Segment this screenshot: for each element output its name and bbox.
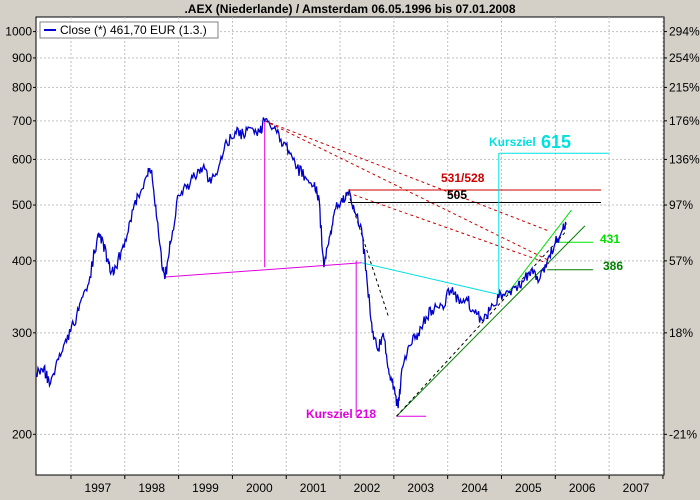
x-tick-label: 1998	[138, 481, 165, 495]
plot-area	[35, 16, 665, 476]
legend-label: Close (*) 461,70 EUR (1.3.)	[60, 23, 207, 37]
kursziel-218-label: Kursziel 218	[306, 407, 376, 421]
y-right-tick-label: -21%	[669, 427, 697, 441]
target-531-528-label: 531/528	[441, 171, 485, 185]
x-tick-label: 2004	[461, 481, 488, 495]
grid	[36, 17, 664, 475]
x-tick-label: 2000	[246, 481, 273, 495]
legend-box: Close (*) 461,70 EUR (1.3.)	[39, 21, 219, 39]
kursziel-top-label: Kursziel	[489, 135, 536, 149]
trendline	[165, 262, 362, 278]
support-431-label: 431	[600, 232, 620, 246]
x-tick-label: 2001	[300, 481, 327, 495]
y-tick-label: 800	[12, 80, 32, 94]
y-tick-label: 900	[12, 51, 32, 65]
y-axis-right: 294% 254% 215% 176% 136% 97% 57% 18% -21%	[664, 25, 700, 441]
x-tick-label: 2005	[515, 481, 542, 495]
y-tick-label: 300	[12, 326, 32, 340]
y-right-tick-label: 294%	[669, 25, 700, 39]
y-right-tick-label: 136%	[669, 152, 700, 166]
x-tick-label: 2006	[569, 481, 596, 495]
trendline	[264, 120, 551, 262]
x-tick-label: 2007	[623, 481, 650, 495]
y-right-tick-label: 254%	[669, 51, 700, 65]
chart-title: .AEX (Niederlande) / Amsterdam 06.05.199…	[184, 2, 515, 16]
y-right-tick-label: 18%	[669, 326, 693, 340]
x-tick-label: 1999	[192, 481, 219, 495]
target-505-label: 505	[447, 188, 467, 202]
y-right-tick-label: 97%	[669, 198, 693, 212]
y-right-tick-label: 176%	[669, 114, 700, 128]
y-tick-label: 1000	[5, 25, 32, 39]
price-series-line	[35, 117, 567, 409]
trendline	[347, 192, 389, 317]
support-386-label: 386	[603, 259, 623, 273]
trendline	[264, 120, 551, 232]
y-tick-label: 200	[12, 427, 32, 441]
y-tick-label: 400	[12, 254, 32, 268]
x-tick-label: 1997	[85, 481, 112, 495]
y-tick-label: 500	[12, 198, 32, 212]
trendline	[506, 209, 572, 295]
y-tick-label: 700	[12, 114, 32, 128]
x-axis: 1997 1998 1999 2000 2001 2002 2003 2004 2005 2006…	[70, 475, 664, 495]
trendlines	[165, 120, 610, 417]
kursziel-615-value: 615	[541, 132, 571, 152]
y-right-tick-label: 215%	[669, 80, 700, 94]
y-right-tick-label: 57%	[669, 254, 693, 268]
trendline	[361, 262, 505, 297]
x-tick-label: 2002	[354, 481, 381, 495]
y-tick-label: 600	[12, 152, 32, 166]
x-tick-label: 2003	[407, 481, 434, 495]
y-axis-left: 1000 900 800 700 600 500 400 300 200	[5, 25, 36, 441]
trendline	[396, 225, 586, 417]
